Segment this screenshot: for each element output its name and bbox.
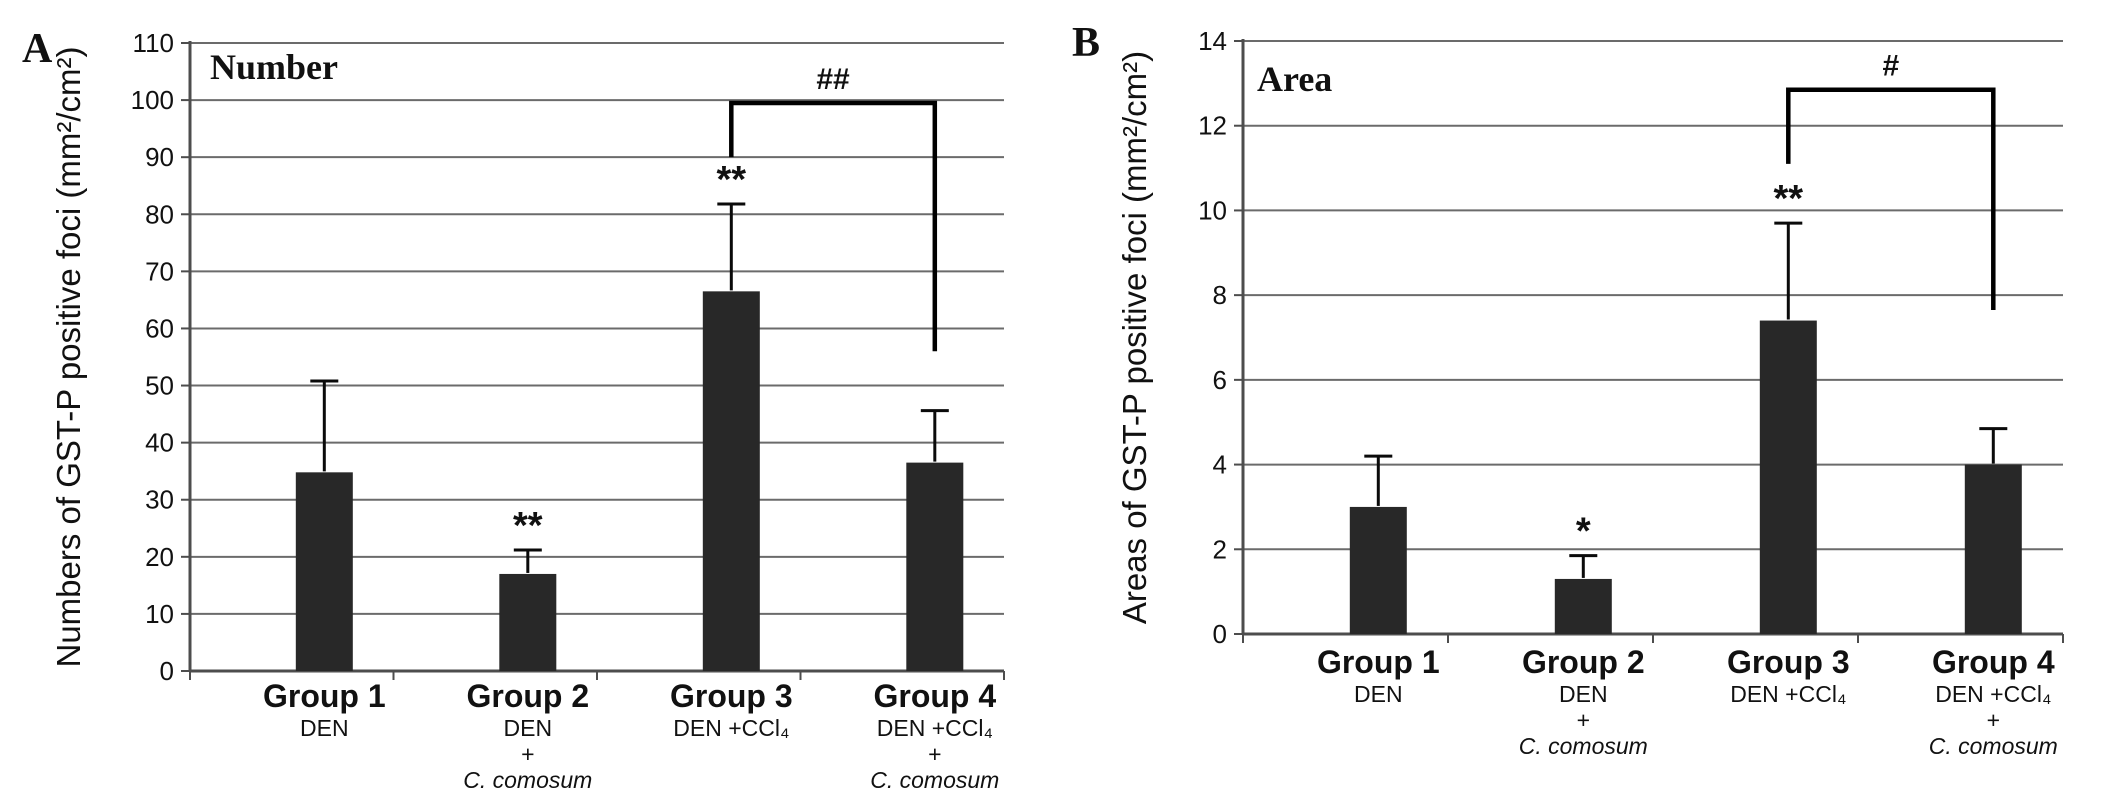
significance-marker: * <box>1576 511 1591 553</box>
y-tick-label: 10 <box>145 599 174 629</box>
y-tick-label: 12 <box>1198 111 1227 141</box>
treatment-label: + <box>1577 707 1590 733</box>
treatment-label: DEN <box>1354 681 1403 707</box>
y-tick-label: 110 <box>133 28 174 58</box>
y-axis-title: Areas of GST-P positive foci (mm²/cm²) <box>1116 51 1153 624</box>
bar-group-4 <box>1964 464 2022 634</box>
plot-title: Number <box>210 47 338 87</box>
category-label: Group 3 <box>1727 644 1850 680</box>
y-tick-label: 60 <box>145 313 174 343</box>
category-label: Group 4 <box>1932 644 2055 680</box>
y-tick-label: 80 <box>145 199 174 229</box>
bracket-label: # <box>1882 50 1899 83</box>
y-tick-label: 50 <box>145 371 174 401</box>
category-label: Group 1 <box>1317 644 1440 680</box>
treatment-label: DEN +CCl₄ <box>1935 681 2051 707</box>
bracket-label: ## <box>816 63 850 96</box>
treatment-label: + <box>521 741 534 767</box>
y-tick-label: 30 <box>145 485 174 515</box>
y-tick-label: 100 <box>131 85 174 115</box>
y-tick-label: 40 <box>145 428 174 458</box>
treatment-label: DEN +CCl₄ <box>877 715 993 741</box>
treatment-label: C. comosum <box>1929 733 2058 759</box>
y-tick-label: 10 <box>1198 195 1227 225</box>
significance-marker: ** <box>513 505 543 547</box>
treatment-label: DEN <box>504 715 553 741</box>
category-label: Group 2 <box>466 678 589 714</box>
y-tick-label: 0 <box>1213 619 1227 649</box>
treatment-label: C. comosum <box>1519 733 1648 759</box>
treatment-label: C. comosum <box>870 767 999 792</box>
y-tick-label: 2 <box>1213 534 1227 564</box>
treatment-label: + <box>1987 707 2000 733</box>
treatment-label: DEN +CCl₄ <box>1730 681 1846 707</box>
y-tick-label: 90 <box>145 142 174 172</box>
category-label: Group 1 <box>263 678 386 714</box>
y-axis-title: Numbers of GST-P positive foci (mm²/cm²) <box>50 47 87 668</box>
treatment-label: DEN <box>1559 681 1608 707</box>
treatment-label: DEN <box>300 715 349 741</box>
panel-letter: B <box>1072 20 1100 66</box>
significance-marker: ** <box>1774 178 1804 220</box>
bar-group-3 <box>702 291 760 671</box>
bar-group-1 <box>295 472 353 671</box>
panel-letter: A <box>22 26 53 72</box>
bar-group-3 <box>1759 320 1817 634</box>
bar-group-2 <box>499 573 557 671</box>
bar-group-1 <box>1349 506 1407 634</box>
treatment-label: C. comosum <box>463 767 592 792</box>
category-label: Group 3 <box>670 678 793 714</box>
y-tick-label: 8 <box>1213 280 1227 310</box>
y-tick-label: 70 <box>145 256 174 286</box>
y-tick-label: 20 <box>145 542 174 572</box>
significance-bracket <box>1786 87 1996 310</box>
significance-marker: ** <box>717 159 747 201</box>
bar-group-4 <box>906 462 964 671</box>
y-tick-label: 6 <box>1213 365 1227 395</box>
treatment-label: + <box>928 741 941 767</box>
category-label: Group 4 <box>873 678 996 714</box>
plot-title: Area <box>1257 59 1332 99</box>
category-label: Group 2 <box>1522 644 1645 680</box>
y-tick-label: 14 <box>1198 26 1227 56</box>
treatment-label: DEN +CCl₄ <box>673 715 789 741</box>
bar-group-2 <box>1554 578 1612 634</box>
y-tick-label: 0 <box>160 656 174 686</box>
y-tick-label: 4 <box>1213 450 1227 480</box>
significance-bracket <box>729 100 938 352</box>
